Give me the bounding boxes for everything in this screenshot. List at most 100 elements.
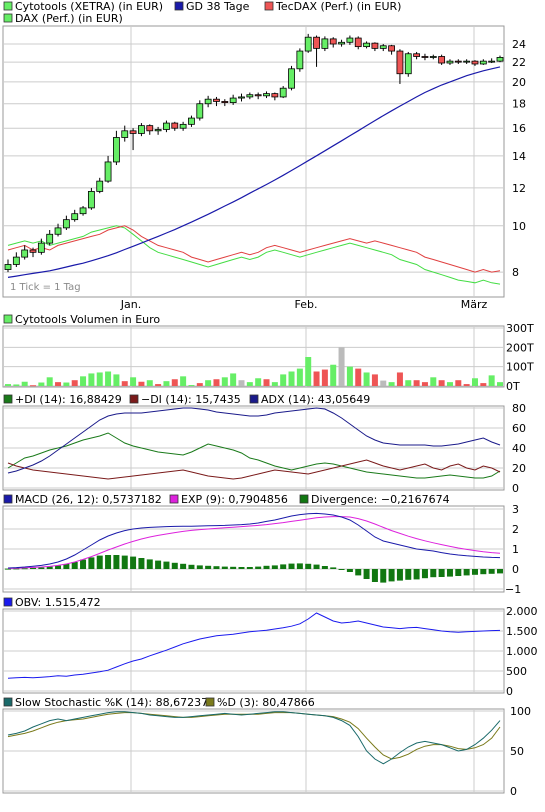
volume-tick-label: 200T xyxy=(506,341,534,354)
volume-bar xyxy=(413,380,420,386)
plusdi-swatch xyxy=(3,394,13,404)
obv-tick-label: 0 xyxy=(506,685,513,698)
candle-body xyxy=(12,256,20,265)
divergence-bar xyxy=(313,564,320,569)
stochastic-tick-label: 50 xyxy=(510,745,524,758)
price-tick-label: 8 xyxy=(512,266,519,279)
candle-body xyxy=(463,60,471,63)
macd-line xyxy=(7,512,501,569)
volume-bar xyxy=(30,385,37,387)
candle-body xyxy=(21,249,29,258)
candle-body xyxy=(104,161,112,182)
divergence-bar xyxy=(63,564,70,569)
volume-bar xyxy=(463,384,470,386)
candle-body xyxy=(279,87,287,98)
divergence-bar xyxy=(255,566,262,569)
volume-bar xyxy=(296,368,303,386)
volume-bar xyxy=(180,376,187,386)
candle-body xyxy=(296,50,304,70)
divergence-bar xyxy=(21,568,28,570)
obv-tick-label: 1.500 xyxy=(506,625,538,638)
dax-perf-line xyxy=(7,225,501,285)
candle-body xyxy=(413,53,421,57)
candle-body xyxy=(263,93,270,97)
adx-tick-label: 40 xyxy=(512,442,526,455)
divergence-bar xyxy=(263,565,270,569)
stoch-k-legend: Slow Stochastic %K (14): 88,67237 xyxy=(15,696,208,709)
volume-bar xyxy=(46,377,53,386)
divergence-bar xyxy=(446,569,453,577)
volume-bar xyxy=(113,374,120,386)
macd-legend: MACD (26, 12): 0,5737182 xyxy=(15,493,162,506)
divergence-bar xyxy=(271,565,278,569)
legend-swatch-tecdax xyxy=(264,1,274,11)
volume-bar xyxy=(38,382,45,386)
volume-bar xyxy=(230,373,237,386)
candle-body xyxy=(304,36,312,52)
candle-body xyxy=(288,68,295,89)
candle-body xyxy=(363,42,370,48)
volume-bar xyxy=(5,384,11,386)
divergence-bar xyxy=(96,555,103,569)
divergence-bar xyxy=(296,563,303,569)
divergence-bar xyxy=(38,567,45,569)
volume-bar xyxy=(21,381,28,386)
minusdi-legend: −DI (14): 15,7435 xyxy=(141,393,241,406)
volume-bar xyxy=(130,377,137,386)
legend-tecdax: TecDAX (Perf.) (in EUR) xyxy=(275,0,401,13)
legend-gd38: GD 38 Tage xyxy=(186,0,250,13)
volume-bar xyxy=(405,380,412,386)
candle-body xyxy=(188,117,195,125)
volume-bar xyxy=(313,371,320,386)
candle-body xyxy=(488,60,496,63)
divergence-bar xyxy=(88,557,95,569)
divergence-bar xyxy=(463,569,470,576)
macd-lines xyxy=(7,512,501,569)
tick-note: 1 Tick = 1 Tag xyxy=(10,282,81,293)
legend-swatch-cytotools xyxy=(3,1,13,11)
candle-body xyxy=(213,98,220,102)
candle-body xyxy=(146,125,154,132)
divergence-bar xyxy=(163,561,170,569)
plusdi-legend: +DI (14): 16,88429 xyxy=(15,393,122,406)
volume-bar xyxy=(255,378,262,386)
candle-body xyxy=(179,123,187,129)
volume-bar xyxy=(497,382,503,386)
volume-bar xyxy=(246,382,253,386)
adx-legend: ADX (14): 43,05649 xyxy=(261,393,370,406)
divergence-bar xyxy=(305,563,312,569)
volume-bar xyxy=(196,383,203,386)
macd-tick-label: 1 xyxy=(512,543,519,556)
volume-bar xyxy=(430,377,437,386)
divergence-bar xyxy=(488,569,495,574)
candle-body xyxy=(421,56,429,58)
volume-bar xyxy=(221,377,228,386)
divergence-bar xyxy=(221,566,228,569)
volume-bar xyxy=(488,375,495,386)
obv-frame xyxy=(2,608,505,694)
divergence-bar xyxy=(346,569,353,572)
volume-bar xyxy=(421,382,428,386)
candle-body xyxy=(163,122,170,130)
divergence-bar xyxy=(130,556,137,569)
volume-bar xyxy=(280,374,287,386)
volume-bar xyxy=(88,373,95,386)
volume-bar xyxy=(13,384,20,386)
adx-line xyxy=(7,407,501,474)
stoch-frame xyxy=(2,708,505,794)
price-candles xyxy=(4,33,504,273)
obv-tick-label: 1.000 xyxy=(506,645,538,658)
legend-dax: DAX (Perf.) (in EUR) xyxy=(15,12,123,25)
divergence-bar xyxy=(430,569,437,578)
divergence-bar xyxy=(396,569,403,581)
volume-bar xyxy=(238,380,245,386)
price-tick-label: 16 xyxy=(512,122,526,135)
minusdi-swatch xyxy=(129,394,139,404)
candle-body xyxy=(71,213,79,221)
volume-bar xyxy=(338,347,345,386)
divergence-bars xyxy=(5,555,503,583)
divergence-bar xyxy=(321,566,328,569)
candle-body xyxy=(221,101,229,103)
divergence-bar xyxy=(196,565,203,569)
